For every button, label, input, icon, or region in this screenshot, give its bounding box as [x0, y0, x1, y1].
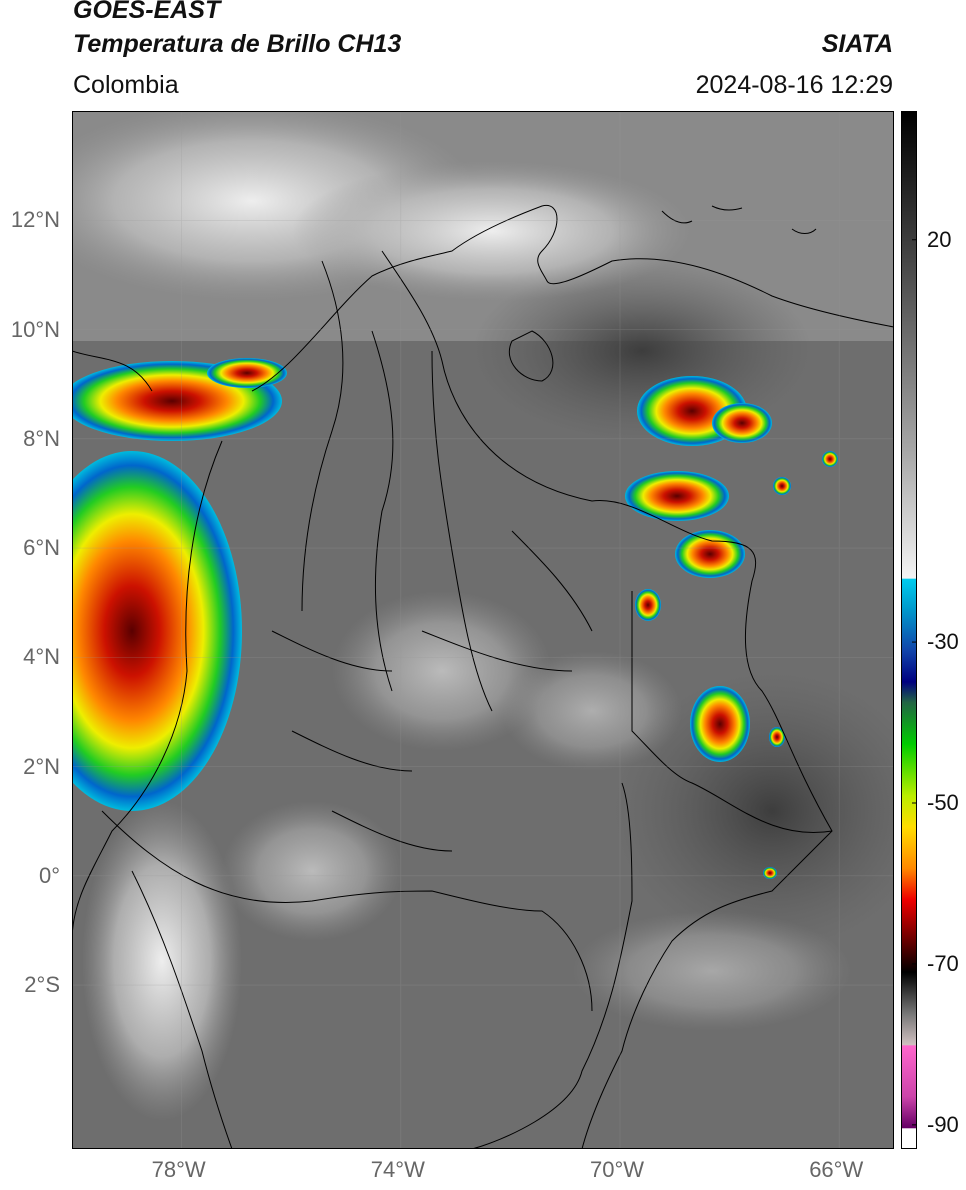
- department-borders-1: [301, 260, 493, 712]
- lon-tick-label: 66°W: [809, 1157, 864, 1182]
- source-label: SIATA: [821, 30, 893, 58]
- storm-pacific-large: [72, 451, 242, 811]
- storm-small-west: [635, 589, 661, 621]
- storm-guainia: [690, 686, 750, 762]
- map-frame: [72, 111, 894, 1149]
- lon-tick-label: 70°W: [590, 1157, 645, 1182]
- storm-venezuela-south: [675, 530, 745, 578]
- maracaibo-lake: [508, 330, 554, 382]
- lat-tick-label: 12°N: [10, 207, 60, 233]
- bright-clouds-amazon: [572, 911, 852, 1031]
- coastlines-and-borders: [72, 205, 894, 1149]
- pacific-coastline: [72, 350, 223, 942]
- island-3: [791, 228, 817, 234]
- department-borders-2: [271, 530, 593, 852]
- lat-tick-label: 2°N: [23, 753, 60, 779]
- product-title: Temperatura de Brillo CH13: [73, 30, 402, 58]
- lat-tick-label: 6°N: [23, 535, 60, 561]
- storm-small-2: [773, 477, 791, 495]
- storm-small-4: [763, 867, 777, 879]
- colorbar-tick-label: -30: [927, 629, 959, 655]
- storm-panama-east: [207, 358, 287, 388]
- colombia-border: [381, 250, 833, 1149]
- northern-coastline: [251, 205, 894, 392]
- gridlines: [72, 111, 894, 1149]
- lat-tick-label: 0°: [38, 862, 60, 888]
- lat-tick-label: 8°N: [23, 425, 60, 451]
- lat-tick-label: 10°N: [10, 316, 60, 342]
- bright-clouds-north: [292, 161, 692, 301]
- lat-tick-label: 2°S: [24, 972, 60, 998]
- colorbar-tick-label: -70: [927, 950, 959, 976]
- dark-land-east: [612, 671, 894, 951]
- datetime-label: 2024-08-16 12:29: [695, 71, 893, 99]
- island-2: [711, 205, 743, 211]
- peru-ecuador-border: [101, 810, 593, 1012]
- storm-venezuela-north-east: [712, 403, 772, 443]
- colorbar-tick-label: 20: [927, 226, 952, 252]
- island-1: [661, 210, 693, 224]
- lon-tick-label: 74°W: [370, 1157, 425, 1182]
- bright-clouds-andes: [222, 801, 402, 941]
- colorbar-tick-label: -50: [927, 790, 959, 815]
- lon-tick-label: 78°W: [151, 1157, 206, 1182]
- ecuador-south: [131, 870, 233, 1149]
- storm-small-3: [822, 451, 838, 467]
- satellite-title: GOES-EAST: [73, 0, 221, 24]
- bright-clouds-central: [332, 591, 552, 751]
- venezuela-border-south: [631, 591, 833, 833]
- satellite-map: [72, 111, 894, 1149]
- colorbar-tick-label: -90: [927, 1111, 959, 1137]
- region-label: Colombia: [73, 71, 179, 99]
- lat-tick-label: 4°N: [23, 644, 60, 670]
- storm-small-1: [769, 727, 785, 747]
- colorbar-ticks: [912, 239, 917, 1126]
- bright-clouds-llanos: [502, 651, 682, 771]
- storm-venezuela-central: [625, 471, 729, 521]
- brazil-border: [471, 782, 633, 1149]
- colorbar: [901, 111, 917, 1149]
- bright-clouds-pacific: [82, 801, 242, 1121]
- colorbar-fill: [901, 111, 917, 1149]
